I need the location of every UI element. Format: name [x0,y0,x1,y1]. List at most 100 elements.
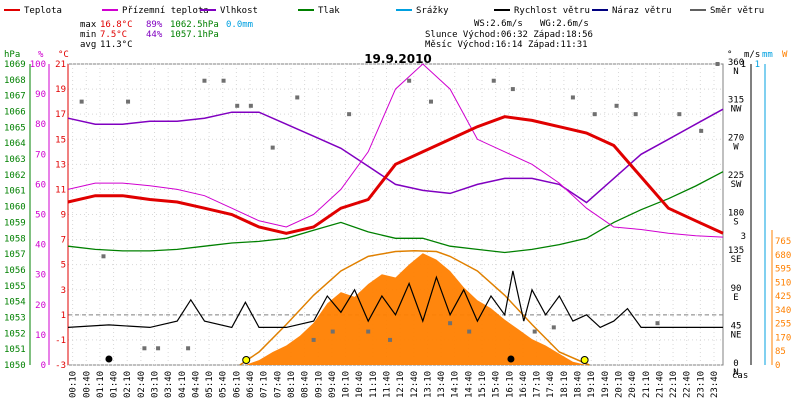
stat-ws: WS:2.6m/s [474,19,523,29]
ms-tick-label: 3 [741,232,746,242]
stat-hum-min: 44% [146,30,163,40]
hpa-tick-label: 1063 [4,155,26,165]
hpa-tick-label: 1061 [4,187,26,197]
percent-tick-label: 70 [35,150,46,160]
wind-direction-point [156,346,161,351]
hpa-tick-label: 1056 [4,266,26,276]
wind-direction-point [510,87,515,92]
wind-direction-point [551,325,556,330]
x-tick-label: 06:10 [232,371,242,398]
x-tick-label: 03:10 [151,371,161,398]
direction-tick-value: 0 [733,359,738,369]
celsius-tick-label: 21 [55,60,66,70]
percent-tick-label: 20 [35,301,46,311]
x-tick-label: 22:40 [683,371,693,398]
x-tick-label: 08:40 [301,371,311,398]
w-tick-label: 85 [775,347,786,357]
humidity-line [67,108,724,204]
legend-label: Tlak [318,6,340,16]
wind-direction-point [330,329,335,334]
celsius-tick-label: -3 [55,361,66,371]
wind-direction-point [388,337,393,342]
wind-direction-point [467,329,472,334]
wind-direction-point [221,78,226,83]
percent-tick-label: 40 [35,241,46,251]
x-tick-label: 14:10 [451,371,461,398]
ms-tick-label: 1 [741,60,746,70]
direction-tick-name: SW [731,180,742,190]
x-tick-label: 17:10 [533,371,543,398]
ground-temperature-line [67,63,724,238]
w-tick-label: 680 [775,251,791,261]
solar-area [245,253,587,365]
w-tick-label: 340 [775,306,791,316]
x-tick-label: 15:40 [492,371,502,398]
celsius-tick-label: 19 [55,85,66,95]
x-tick-label: 15:10 [478,371,488,398]
wind-direction-point [126,99,131,104]
x-tick-label: 00:10 [69,371,79,398]
x-tick-label: 13:40 [437,371,447,398]
x-tick-label: 20:40 [628,371,638,398]
celsius-tick-label: 11 [55,185,66,195]
unit-mm: mm [762,50,773,60]
w-tick-label: 0 [775,361,780,371]
stat-rain-max: 0.0mm [226,20,253,30]
chart-title: 19.9.2010 [364,52,432,66]
unit-hpa: hPa [4,50,20,60]
x-tick-label: 16:10 [505,371,515,398]
wind-direction-point [311,337,316,342]
percent-tick-label: 60 [35,180,46,190]
x-tick-label: 00:40 [82,371,92,398]
w-tick-label: 595 [775,265,791,275]
celsius-tick-label: 1 [61,311,66,321]
direction-tick-value: 135 [728,246,744,256]
stat-press-max: 1062.5hPa [170,20,219,30]
wind-direction-point [295,95,300,100]
x-tick-label: 01:40 [110,371,120,398]
x-tick-label: 12:40 [410,371,420,398]
celsius-tick-label: 3 [61,286,66,296]
percent-tick-label: 80 [35,120,46,130]
x-tick-label: 19:40 [601,371,611,398]
wind-direction-point [633,112,638,117]
x-tick-label: 18:40 [574,371,584,398]
celsius-tick-label: 13 [55,160,66,170]
direction-tick-value: 315 [728,96,744,106]
pressure-line [67,171,724,254]
hpa-tick-label: 1057 [4,250,26,260]
x-tick-label: 07:10 [260,371,270,398]
x-tick-label: 21:10 [642,371,652,398]
hpa-tick-label: 1058 [4,234,26,244]
direction-tick-value: 225 [728,171,744,181]
x-tick-label: 07:40 [273,371,283,398]
x-tick-label: 06:40 [246,371,256,398]
x-tick-label: 21:40 [655,371,665,398]
wind-direction-point [186,346,191,351]
x-tick-label: 05:10 [205,371,215,398]
hpa-tick-label: 1068 [4,76,26,86]
wind-direction-point [407,78,412,83]
hpa-tick-label: 1067 [4,92,26,102]
celsius-tick-label: 15 [55,135,66,145]
unit-w: W [782,50,788,60]
unit-ms: m/s [744,50,760,60]
wind-direction-point [677,112,682,117]
hpa-tick-label: 1053 [4,313,26,323]
hpa-tick-label: 1062 [4,171,26,181]
x-tick-label: 13:10 [423,371,433,398]
celsius-tick-label: 5 [61,261,66,271]
x-tick-label: 01:10 [96,371,106,398]
percent-tick-label: 0 [41,361,46,371]
direction-tick-name: N [733,67,738,77]
axis-units: hPa % °C ° m/s mm W čas [4,50,788,381]
hpa-tick-label: 1064 [4,139,26,149]
wind-direction-point [614,103,619,108]
wind-direction-point [491,78,496,83]
percent-tick-label: 90 [35,90,46,100]
x-tick-label: 10:40 [355,371,365,398]
direction-tick-value: 45 [731,321,742,331]
wind-direction-point [532,329,537,334]
wind-direction-point [142,346,147,351]
plot-area [67,62,724,366]
